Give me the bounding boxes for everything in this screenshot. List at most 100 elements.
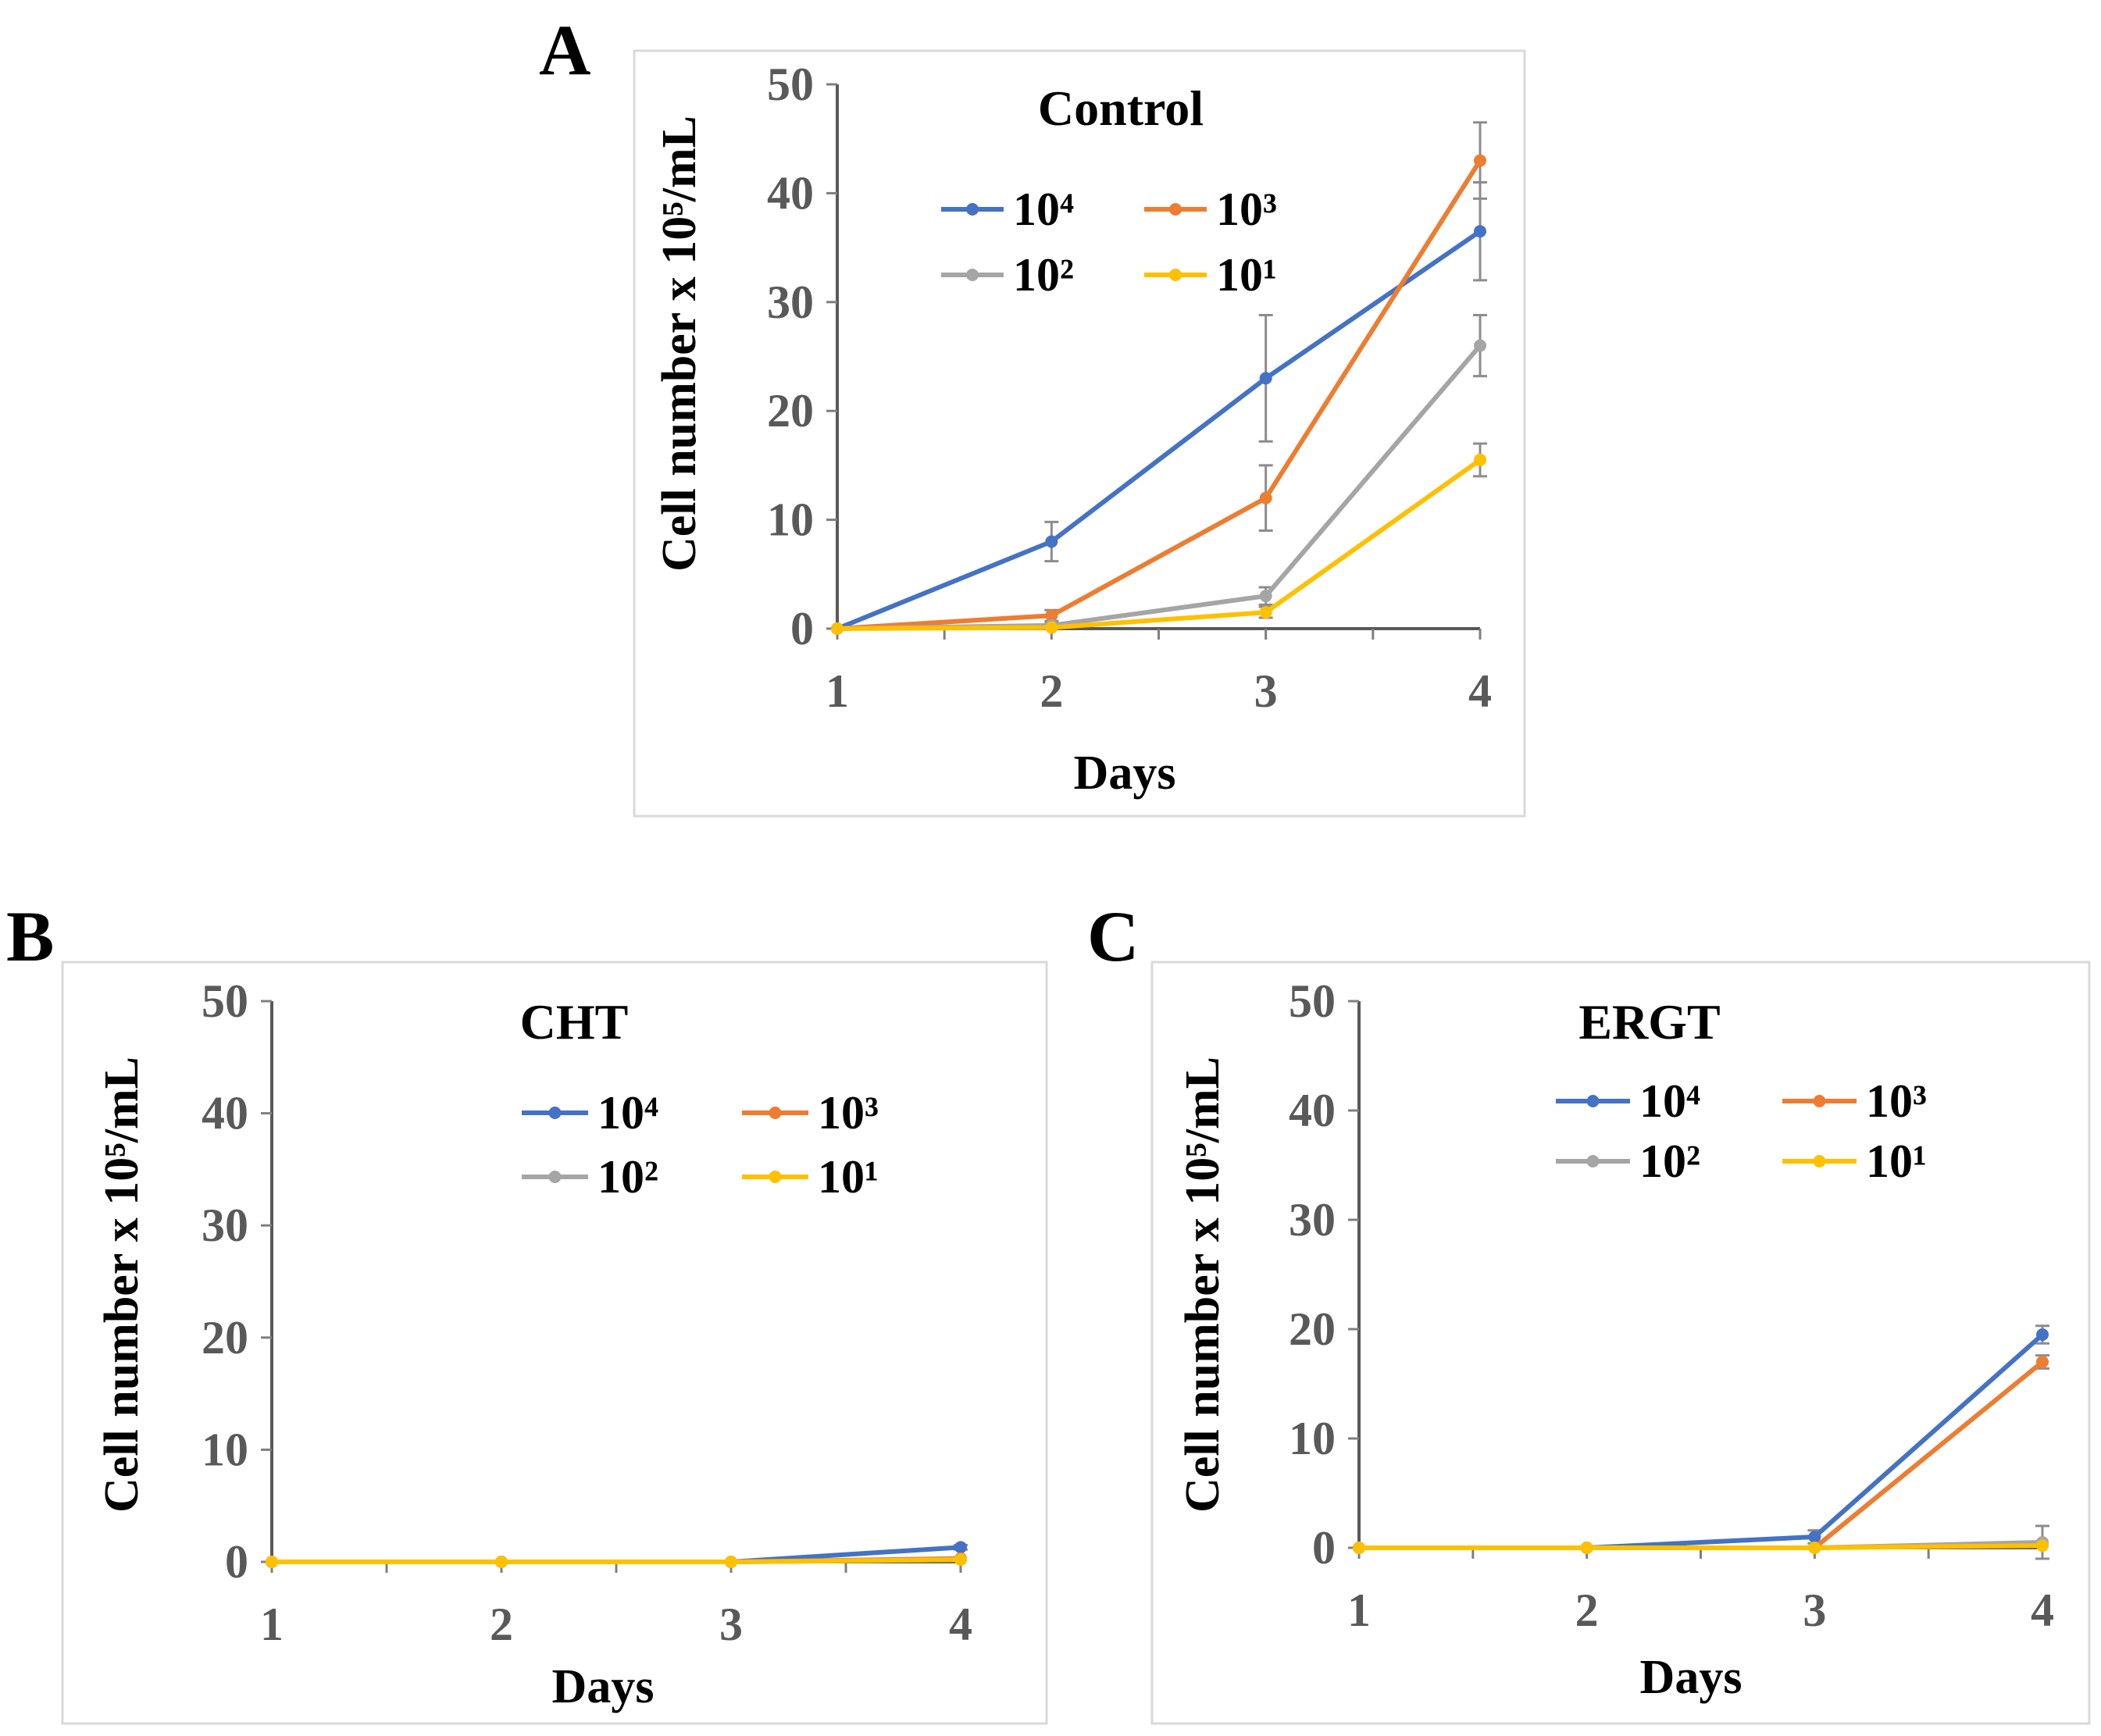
x-tick-label: 2 (490, 1599, 513, 1650)
data-point (1045, 621, 1058, 634)
data-point (1259, 606, 1272, 619)
legend-marker (769, 1107, 782, 1119)
x-tick-label: 4 (949, 1599, 972, 1650)
legend-label: 10² (1013, 249, 1074, 301)
y-tick-label: 50 (202, 975, 248, 1027)
x-tick-label: 2 (1040, 665, 1063, 717)
legend-marker (966, 269, 979, 281)
legend-item: 10² (941, 249, 1074, 301)
data-point (1808, 1531, 1821, 1543)
panel-c-letter: C (1087, 897, 1139, 976)
panel-b: B 0 10 20 30 40 50 1 2 3 4 Cell number x 10⁵/mL Days… (6, 897, 1048, 1725)
x-tick-label: 1 (260, 1599, 284, 1650)
series-2 (831, 314, 1487, 635)
legend-label: 10¹ (1216, 249, 1277, 301)
x-tick-label: 3 (1254, 665, 1278, 717)
x-axis-title: Days (552, 1660, 655, 1713)
legend-label: 10³ (1216, 184, 1277, 235)
y-tick-label: 0 (790, 603, 814, 654)
data-point (2036, 1356, 2049, 1368)
data-point (495, 1556, 508, 1568)
data-point (831, 622, 844, 635)
data-point (1474, 225, 1486, 238)
legend-item: 10² (1556, 1135, 1700, 1187)
legend-item: 10² (522, 1151, 658, 1203)
data-point (2036, 1539, 2049, 1552)
legend-item: 10³ (1144, 184, 1277, 235)
chart-frame (1150, 961, 2091, 1725)
legend-item: 10⁴ (1556, 1075, 1700, 1127)
series-line (836, 344, 1482, 631)
data-point (1353, 1542, 1365, 1554)
series-line (836, 458, 1482, 631)
y-tick-label: 30 (1289, 1194, 1336, 1246)
legend-label: 10⁴ (1013, 184, 1074, 235)
y-tick-label: 40 (1289, 1085, 1336, 1136)
panel-a: A 0 10 20 30 40 50 1 2 3 4 Cell number x 10⁵/mL Days… (539, 10, 1526, 818)
legend-item: 10³ (742, 1087, 879, 1139)
y-axis-title: Cell number x 10⁵/mL (1176, 1057, 1229, 1513)
legend-item: 10¹ (1782, 1135, 1927, 1187)
data-point (1808, 1542, 1821, 1554)
data-point (954, 1553, 967, 1567)
chart-title: CHT (520, 994, 629, 1050)
data-point (1474, 154, 1486, 167)
legend-label: 10¹ (818, 1151, 879, 1203)
y-tick-label: 0 (225, 1536, 248, 1588)
series-line (272, 1557, 961, 1564)
data-point (1474, 453, 1486, 466)
x-tick-label: 3 (719, 1599, 743, 1650)
legend-label: 10⁴ (1639, 1075, 1700, 1127)
x-tick-label: 3 (1803, 1585, 1826, 1636)
x-tick-label: 4 (1468, 665, 1492, 717)
y-tick-label: 50 (767, 59, 814, 110)
y-tick-label: 40 (767, 167, 814, 219)
y-tick-label: 50 (1289, 975, 1336, 1027)
legend-item: 10³ (1782, 1075, 1927, 1127)
series-1 (1353, 1354, 2049, 1554)
legend-marker (1169, 269, 1182, 281)
data-point (1259, 590, 1272, 603)
y-tick-label: 20 (1289, 1303, 1336, 1355)
legend-marker (548, 1171, 562, 1183)
x-tick-label: 2 (1575, 1585, 1599, 1636)
data-point (1580, 1542, 1593, 1554)
y-tick-label: 20 (767, 385, 814, 437)
legend-marker (769, 1171, 782, 1183)
panel-a-letter: A (539, 10, 590, 90)
data-point (725, 1556, 737, 1568)
chart-title: ERGT (1578, 994, 1720, 1050)
data-point (1045, 535, 1058, 548)
y-tick-label: 20 (202, 1312, 248, 1363)
legend-marker (1586, 1155, 1600, 1167)
y-axis-title: Cell number x 10⁵/mL (95, 1057, 148, 1513)
chart-frame (61, 961, 1048, 1725)
x-tick-label: 1 (826, 665, 849, 717)
legend-marker (966, 203, 979, 216)
legend-label: 10² (1639, 1135, 1700, 1187)
legend-marker (1169, 203, 1182, 216)
legend-label: 10³ (818, 1087, 879, 1139)
legend-item: 10⁴ (941, 184, 1074, 235)
series-3 (1353, 1539, 2049, 1554)
data-point (1474, 339, 1486, 352)
series-line (836, 229, 1482, 631)
legend-item: 10¹ (1144, 249, 1277, 301)
panel-c: C 0 10 20 30 40 50 1 2 3 4 Cell number x 10⁵/mL Days… (1087, 897, 2091, 1725)
series-3 (831, 442, 1487, 635)
y-tick-label: 10 (767, 494, 814, 546)
x-axis-title: Days (1640, 1651, 1743, 1704)
x-tick-label: 4 (2031, 1585, 2054, 1636)
legend-marker (1813, 1095, 1826, 1107)
data-point (266, 1556, 278, 1568)
data-point (1259, 372, 1272, 385)
legend-marker (1813, 1155, 1826, 1167)
data-point (2036, 1328, 2049, 1341)
data-point (1259, 491, 1272, 504)
x-axis-title: Days (1074, 747, 1176, 800)
y-tick-label: 10 (1289, 1413, 1336, 1464)
series-line (1359, 1360, 2044, 1550)
series-line (1359, 1332, 2044, 1550)
y-tick-label: 10 (202, 1424, 248, 1475)
